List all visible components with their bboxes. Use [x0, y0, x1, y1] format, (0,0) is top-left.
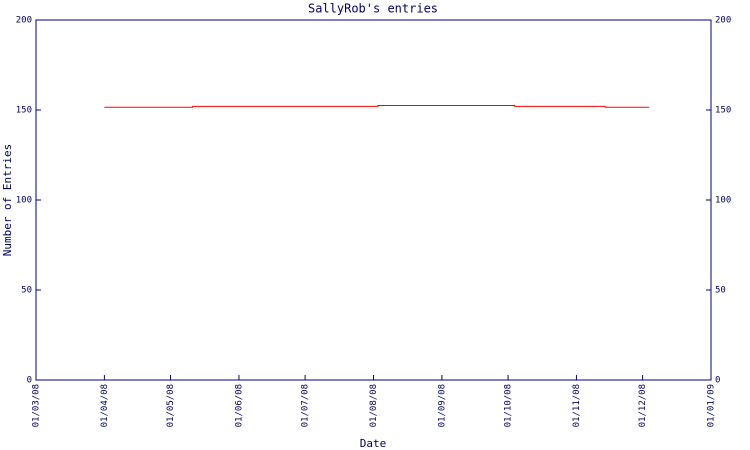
y2-tick-label: 100 [715, 196, 731, 206]
x-tick-label: 01/05/08 [166, 384, 176, 427]
y2-tick-label: 150 [715, 106, 731, 116]
y-tick-label: 200 [16, 16, 32, 26]
y2-tick-label: 50 [715, 286, 726, 296]
y-tick-label: 150 [16, 106, 32, 116]
chart-title: SallyRob's entries [308, 2, 438, 16]
x-tick-label: 01/07/08 [301, 384, 311, 427]
x-tick-label: 01/08/08 [369, 384, 379, 427]
y-axis-label: Number of Entries [1, 144, 14, 257]
x-tick-label: 01/04/08 [100, 384, 110, 427]
x-axis-label: Date [360, 437, 387, 450]
x-tick-label: 01/06/08 [234, 384, 244, 427]
x-tick-label: 01/01/09 [707, 384, 717, 427]
y-tick-label: 100 [16, 196, 32, 206]
x-tick-label: 01/03/08 [32, 384, 42, 427]
x-tick-label: 01/11/08 [572, 384, 582, 427]
plot-frame [35, 19, 712, 381]
y2-tick-label: 0 [715, 376, 720, 386]
x-tick-label: 01/09/08 [437, 384, 447, 427]
x-tick-label: 01/10/08 [504, 384, 514, 427]
x-tick-label: 01/12/08 [638, 384, 648, 427]
y-tick-label: 0 [27, 376, 32, 386]
y-tick-label: 50 [21, 286, 32, 296]
data-line [104, 105, 650, 108]
y2-tick-label: 200 [715, 16, 731, 26]
